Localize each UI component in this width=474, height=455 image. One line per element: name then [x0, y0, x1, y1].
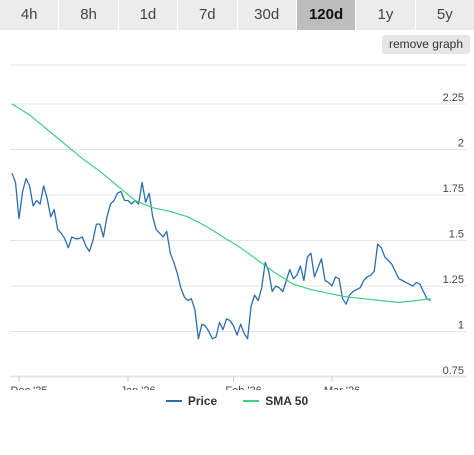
- y-tick-label: 1.75: [443, 183, 464, 195]
- x-tick-label: Mar '26: [324, 385, 360, 390]
- price-chart: 2.25 2 1.75 1.5 1.25 1 0.75 Dec '25 Jan '26 Feb '…: [10, 64, 466, 390]
- chart-legend: Price SMA 50: [0, 390, 474, 412]
- time-range-tabs: 4h 8h 1d 7d 30d 120d 1y 5y: [0, 0, 474, 30]
- tab-30d[interactable]: 30d: [237, 0, 297, 30]
- legend-item-price[interactable]: Price: [165, 394, 218, 408]
- legend-label-price: Price: [187, 394, 218, 408]
- y-tick-label: 2: [458, 138, 464, 150]
- y-tick-label: 1.25: [443, 274, 464, 286]
- y-tick-label: 1.5: [449, 229, 464, 241]
- tab-1y[interactable]: 1y: [356, 0, 416, 30]
- tab-120d[interactable]: 120d: [296, 0, 357, 30]
- tab-8h[interactable]: 8h: [59, 0, 119, 30]
- legend-swatch-sma: [243, 400, 260, 402]
- y-tick-label: 2.25: [443, 92, 464, 104]
- y-tick-label: 1: [458, 320, 464, 332]
- x-tick-label: Feb '26: [225, 385, 261, 390]
- sma50-series-line: [11, 103, 431, 303]
- price-series-line: [11, 172, 431, 340]
- legend-swatch-price: [165, 400, 182, 402]
- legend-item-sma[interactable]: SMA 50: [243, 394, 308, 408]
- tab-5y[interactable]: 5y: [415, 0, 474, 30]
- tab-1d[interactable]: 1d: [118, 0, 179, 30]
- tab-4h[interactable]: 4h: [0, 0, 60, 30]
- tab-7d[interactable]: 7d: [178, 0, 238, 30]
- remove-graph-button[interactable]: remove graph: [381, 35, 470, 54]
- x-tick-label: Dec '25: [11, 385, 48, 390]
- y-tick-label: 0.75: [443, 365, 464, 377]
- legend-label-sma: SMA 50: [265, 394, 309, 408]
- x-tick-label: Jan '26: [120, 385, 155, 390]
